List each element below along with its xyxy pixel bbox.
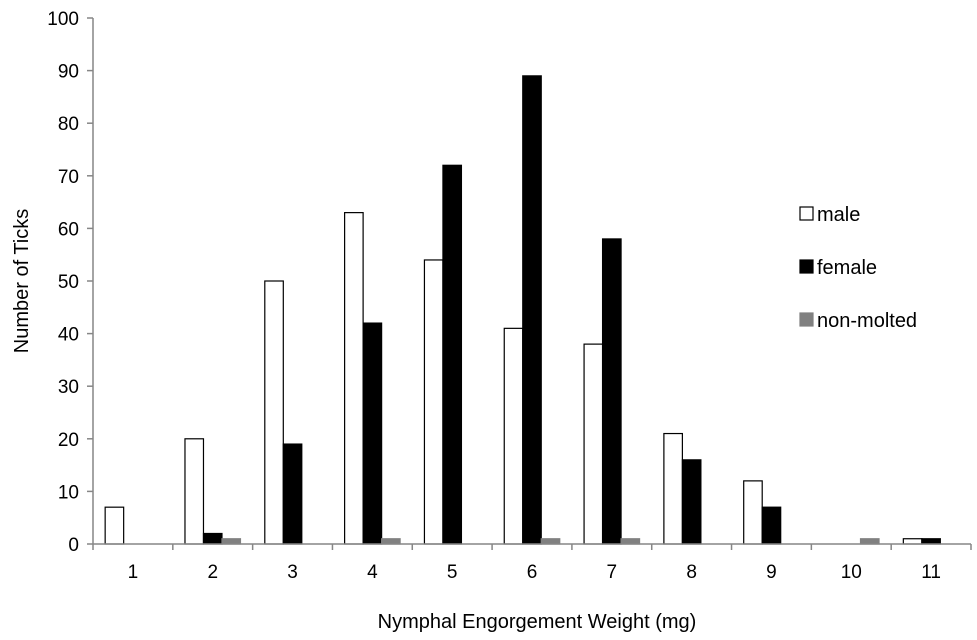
y-tick-label: 70: [58, 167, 79, 188]
y-tick-label: 20: [58, 430, 79, 451]
x-tick-label: 8: [686, 562, 697, 583]
bar-male: [663, 432, 683, 545]
legend: male female non-molted: [799, 204, 917, 332]
bar-series: [104, 75, 941, 545]
bar-female: [921, 538, 941, 545]
bar-male: [902, 538, 923, 545]
bar-female: [362, 322, 383, 545]
x-tick-label: 3: [287, 562, 298, 583]
y-tick-label: 50: [58, 272, 79, 293]
legend-label-non-molted: non-molted: [817, 310, 917, 332]
bar-male: [104, 506, 125, 545]
bar-female: [681, 459, 702, 545]
x-axis-title: Nymphal Engorgement Weight (mg): [378, 611, 697, 633]
bar-male: [344, 212, 364, 545]
y-tick-label: 90: [58, 62, 79, 83]
bar-female: [601, 238, 622, 545]
x-tick-label: 10: [841, 562, 862, 583]
bar-male: [184, 438, 205, 545]
legend-label-female: female: [817, 257, 877, 279]
bar-male: [503, 327, 524, 545]
bar-male: [423, 259, 444, 545]
x-axis-ticks: 1 2 3 4 5 6 7 8 9 10 11: [92, 544, 972, 583]
x-tick-label: 6: [527, 562, 538, 583]
y-tick-label: 40: [58, 325, 79, 346]
bar-female: [282, 443, 303, 545]
y-tick-label: 0: [68, 535, 79, 556]
legend-swatch-female: [799, 259, 814, 274]
y-axis-title: Number of Ticks: [11, 209, 33, 353]
bar-female: [522, 75, 542, 545]
y-tick-label: 10: [58, 482, 79, 503]
bar-female: [761, 506, 782, 545]
bar-non-molted: [221, 538, 242, 545]
legend-swatch-non-molted: [799, 312, 814, 327]
y-tick-label: 100: [47, 9, 79, 30]
x-tick-label: 1: [128, 562, 139, 583]
y-tick-label: 60: [58, 219, 79, 240]
bar-non-molted: [540, 538, 561, 545]
x-tick-label: 11: [921, 562, 941, 583]
y-tick-label: 80: [58, 114, 79, 135]
y-tick-label: 30: [58, 377, 79, 398]
bar-non-molted: [381, 538, 401, 545]
x-tick-label: 4: [367, 562, 378, 583]
y-axis-ticks: 0 10 20 30 40 50 60 70 80 90 100: [47, 9, 93, 556]
bar-non-molted: [859, 538, 880, 545]
x-tick-label: 9: [766, 562, 777, 583]
legend-label-male: male: [817, 204, 860, 226]
bar-female: [202, 532, 223, 545]
bar-male: [743, 480, 763, 545]
x-tick-label: 5: [447, 562, 458, 583]
bar-non-molted: [620, 538, 641, 545]
bar-male: [264, 280, 284, 545]
x-tick-label: 7: [607, 562, 618, 583]
x-tick-label: 2: [207, 562, 218, 583]
legend-swatch-male: [799, 206, 814, 221]
bar-female: [442, 164, 463, 545]
bar-male: [583, 343, 604, 545]
